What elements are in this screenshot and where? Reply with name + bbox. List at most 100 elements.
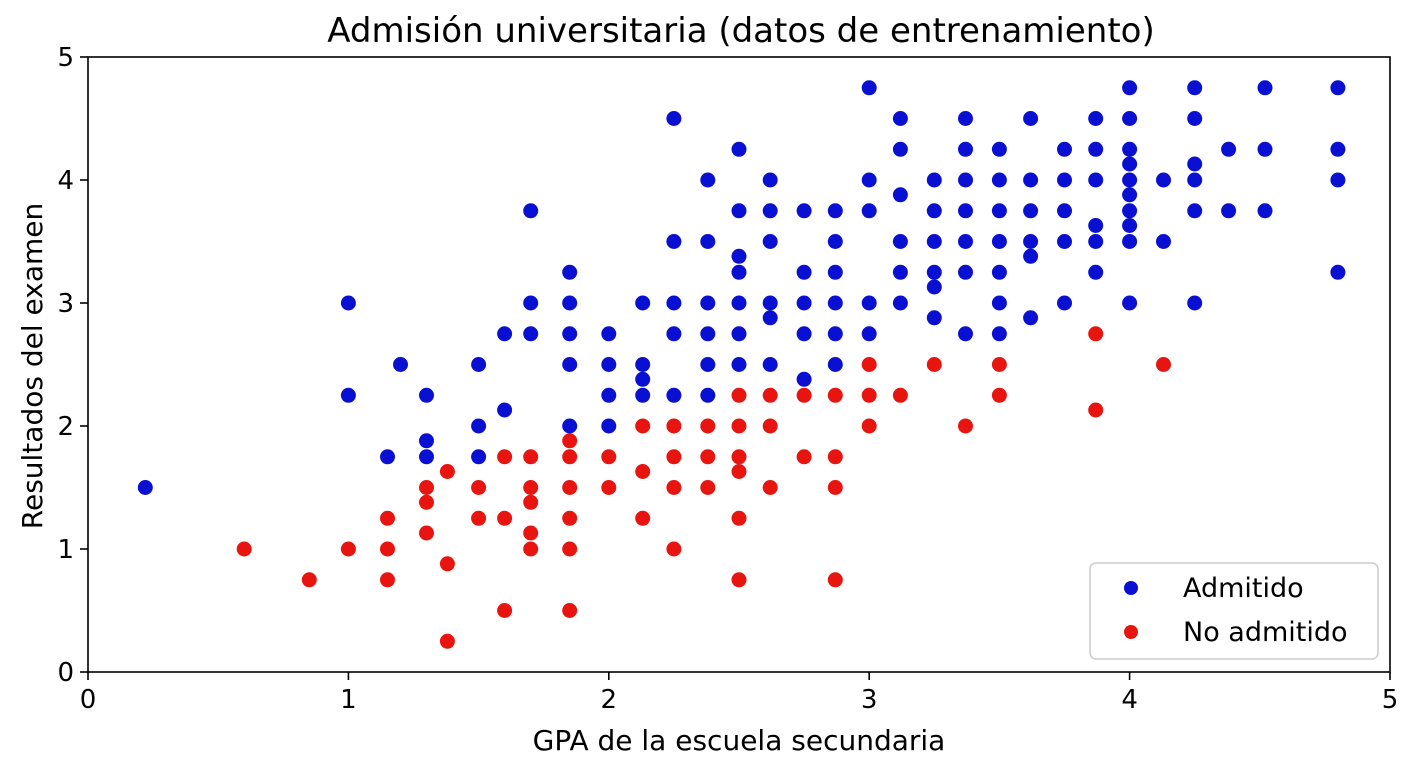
- point-admitido: [762, 172, 778, 188]
- point-no-admitido: [827, 572, 843, 588]
- point-admitido: [958, 234, 973, 249]
- point-no-admitido: [380, 572, 395, 588]
- point-no-admitido: [827, 480, 843, 495]
- point-admitido: [497, 402, 513, 418]
- point-no-admitido: [731, 572, 747, 588]
- point-admitido: [666, 387, 682, 403]
- point-no-admitido: [796, 387, 812, 403]
- point-admitido: [1122, 187, 1138, 203]
- point-no-admitido: [827, 387, 843, 403]
- point-admitido: [1187, 156, 1203, 172]
- point-admitido: [1122, 80, 1138, 96]
- point-admitido: [762, 357, 778, 372]
- point-admitido: [1122, 203, 1138, 219]
- point-admitido: [926, 203, 942, 219]
- point-no-admitido: [635, 510, 651, 526]
- point-admitido: [700, 357, 716, 372]
- point-admitido: [523, 326, 539, 342]
- point-admitido: [1156, 172, 1171, 188]
- point-admitido: [1023, 203, 1039, 219]
- point-admitido: [1330, 172, 1346, 188]
- point-admitido: [731, 295, 747, 311]
- point-no-admitido: [471, 480, 487, 495]
- point-no-admitido: [762, 480, 778, 495]
- y-axis-ticks: 0 1 2 3 4 5: [57, 43, 88, 688]
- point-admitido: [827, 234, 843, 249]
- x-axis-title: GPA de la escuela secundaria: [533, 724, 946, 757]
- point-admitido: [471, 418, 487, 434]
- point-admitido: [666, 326, 682, 342]
- point-no-admitido: [301, 572, 317, 588]
- x-tick-label: 1: [340, 685, 357, 715]
- point-admitido: [991, 295, 1007, 311]
- point-admitido: [731, 248, 747, 264]
- point-no-admitido: [1088, 326, 1104, 342]
- point-admitido: [731, 141, 747, 157]
- point-no-admitido: [892, 387, 908, 403]
- point-admitido: [700, 295, 716, 311]
- point-admitido: [827, 326, 843, 342]
- point-admitido: [1023, 111, 1039, 126]
- point-admitido: [340, 295, 356, 311]
- point-no-admitido: [731, 510, 747, 526]
- point-no-admitido: [523, 494, 539, 510]
- point-no-admitido: [380, 510, 395, 526]
- point-no-admitido: [700, 480, 716, 495]
- point-admitido: [796, 203, 812, 219]
- point-admitido: [471, 357, 487, 372]
- point-no-admitido: [523, 449, 539, 465]
- point-admitido: [1122, 156, 1138, 172]
- point-admitido: [601, 326, 617, 342]
- point-no-admitido: [731, 387, 747, 403]
- point-no-admitido: [762, 418, 778, 434]
- point-admitido: [1122, 295, 1138, 311]
- point-admitido: [731, 326, 747, 342]
- point-admitido: [340, 387, 356, 403]
- point-admitido: [1330, 264, 1346, 280]
- point-admitido: [1330, 141, 1346, 157]
- point-admitido: [1023, 310, 1039, 326]
- point-no-admitido: [523, 525, 539, 541]
- point-admitido: [666, 234, 682, 249]
- point-admitido: [700, 326, 716, 342]
- data-points: [137, 80, 1346, 649]
- point-admitido: [1122, 111, 1138, 126]
- point-no-admitido: [601, 449, 617, 465]
- point-no-admitido: [991, 387, 1007, 403]
- point-admitido: [419, 449, 434, 465]
- point-no-admitido: [762, 387, 778, 403]
- point-admitido: [523, 203, 539, 219]
- point-no-admitido: [439, 633, 455, 649]
- point-admitido: [991, 141, 1007, 157]
- point-admitido: [666, 111, 682, 126]
- point-admitido: [700, 234, 716, 249]
- point-admitido: [731, 264, 747, 280]
- point-admitido: [471, 449, 487, 465]
- point-admitido: [1023, 248, 1039, 264]
- point-admitido: [958, 141, 973, 157]
- point-admitido: [861, 295, 877, 311]
- point-admitido: [1088, 218, 1104, 233]
- point-no-admitido: [497, 510, 513, 526]
- point-admitido: [991, 264, 1007, 280]
- point-admitido: [1187, 172, 1203, 188]
- point-admitido: [958, 264, 973, 280]
- point-no-admitido: [497, 603, 513, 618]
- point-admitido: [762, 310, 778, 326]
- point-admitido: [796, 371, 812, 387]
- point-admitido: [601, 418, 617, 434]
- point-admitido: [796, 295, 812, 311]
- point-admitido: [958, 326, 973, 342]
- y-tick-label: 0: [57, 658, 74, 688]
- point-no-admitido: [861, 357, 877, 372]
- point-admitido: [827, 203, 843, 219]
- point-admitido: [1187, 111, 1203, 126]
- point-admitido: [1088, 111, 1104, 126]
- point-no-admitido: [562, 603, 578, 618]
- point-no-admitido: [439, 556, 455, 572]
- point-no-admitido: [827, 449, 843, 465]
- point-no-admitido: [523, 480, 539, 495]
- point-no-admitido: [601, 480, 617, 495]
- legend-box: [1089, 562, 1379, 660]
